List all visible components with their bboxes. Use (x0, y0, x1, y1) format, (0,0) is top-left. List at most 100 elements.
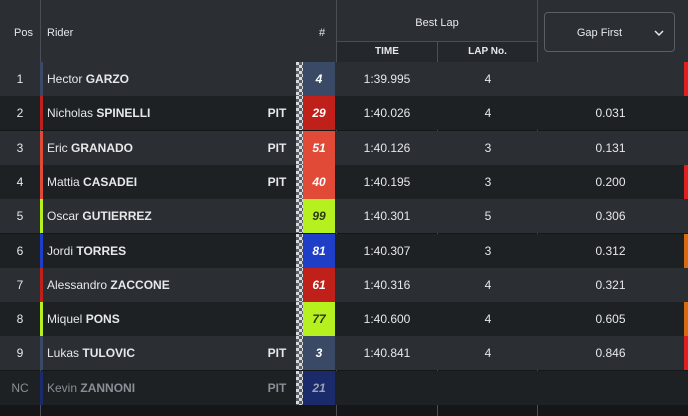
rider-number-badge: 21 (303, 370, 335, 405)
pit-indicator (262, 268, 292, 302)
checkered-flag-icon (296, 96, 303, 131)
rider-first-name: Lukas (47, 346, 80, 361)
checkered-flag-icon (296, 233, 303, 268)
rider-first-name: Nicholas (47, 106, 94, 121)
rider-name: Hector GARZO (47, 62, 267, 96)
table-row[interactable]: 5 Oscar GUTIERREZ 99 1:40.301 5 0.306 (0, 199, 688, 234)
rider-last-name: CASADEI (83, 174, 138, 189)
rider-number-badge: 51 (303, 130, 335, 165)
rider-number-badge: 61 (303, 267, 335, 302)
gap-to-first: 0.846 (595, 346, 626, 361)
position: NC (11, 380, 29, 395)
rider-last-name: TULOVIC (82, 346, 136, 361)
rider-last-name: TORRES (76, 243, 127, 258)
checkered-flag-icon (296, 199, 303, 234)
position: 1 (16, 72, 24, 86)
rider-number-badge: 99 (303, 199, 335, 234)
rider-number-badge: 29 (303, 96, 335, 131)
table-row[interactable]: NC Kevin ZANNONI PIT 21 (0, 370, 688, 405)
rider-first-name: Alessandro (47, 277, 108, 292)
team-color-bar (40, 233, 43, 268)
status-edge-marker (684, 336, 688, 371)
position: 3 (16, 140, 24, 155)
position: 2 (16, 106, 24, 121)
position: 4 (16, 174, 24, 189)
team-color-bar (40, 164, 43, 199)
rider-name: Alessandro ZACCONE (47, 268, 267, 302)
checkered-flag-icon (296, 336, 303, 371)
gap-to-first: 0.321 (595, 277, 626, 292)
best-lap-number: 3 (484, 174, 492, 189)
rider-first-name: Hector (47, 72, 83, 86)
header-lap-no: LAP No. (438, 42, 537, 62)
table-row[interactable]: 6 Jordi TORRES 81 1:40.307 3 0.312 (0, 233, 688, 268)
team-color-bar (40, 267, 43, 302)
pit-indicator (262, 62, 292, 96)
position: 7 (16, 277, 24, 292)
table-row[interactable]: 2 Nicholas SPINELLI PIT 29 1:40.026 4 0.031 (0, 96, 688, 131)
rider-first-name: Mattia (47, 174, 80, 189)
position: 6 (16, 243, 24, 258)
rider-name: Oscar GUTIERREZ (47, 199, 267, 233)
table-row[interactable]: 9 Lukas TULOVIC PIT 3 1:40.841 4 0.846 (0, 336, 688, 371)
table-row[interactable]: 1 Hector GARZO 4 1:39.995 4 (0, 62, 688, 96)
checkered-flag-icon (296, 370, 303, 405)
rider-last-name: ZACCONE (110, 277, 170, 292)
position: 9 (16, 346, 24, 361)
rider-name: Eric GRANADO (47, 131, 267, 165)
rider-name: Miquel PONS (47, 302, 267, 336)
table-row[interactable]: 3 Eric GRANADO PIT 51 1:40.126 3 0.131 (0, 130, 688, 165)
best-lap-number: 4 (484, 312, 492, 327)
best-lap-number: 4 (484, 72, 492, 86)
best-lap-time: 1:40.600 (363, 312, 411, 327)
best-lap-number: 4 (484, 346, 492, 361)
best-lap-time: 1:40.316 (363, 277, 411, 292)
rider-last-name: PONS (85, 312, 120, 327)
header-pos: Pos (14, 27, 33, 39)
rider-first-name: Miquel (47, 312, 83, 327)
gap-select-dropdown[interactable]: Gap First (544, 12, 675, 52)
best-lap-time (337, 371, 437, 405)
position: 5 (16, 209, 24, 224)
pit-indicator: PIT (267, 140, 287, 155)
team-color-bar (40, 336, 43, 371)
best-lap-number: 4 (484, 106, 492, 121)
divider (337, 41, 537, 42)
header-rider: Rider (47, 27, 74, 39)
table-row[interactable]: 4 Mattia CASADEI PIT 40 1:40.195 3 0.200 (0, 164, 688, 199)
team-color-bar (40, 370, 43, 405)
best-lap-time: 1:39.995 (363, 72, 411, 86)
best-lap-time: 1:40.307 (363, 243, 411, 258)
checkered-flag-icon (296, 302, 303, 337)
rider-name: Nicholas SPINELLI (47, 96, 267, 130)
gap-to-first: 0.200 (595, 174, 626, 189)
pit-indicator: PIT (267, 174, 287, 189)
table-row[interactable]: 8 Miquel PONS 77 1:40.600 4 0.605 (0, 302, 688, 337)
best-lap-number: 3 (484, 140, 492, 155)
pit-indicator: PIT (267, 346, 287, 361)
rider-last-name: GRANADO (71, 140, 134, 155)
status-edge-marker (684, 164, 688, 199)
team-color-bar (40, 130, 43, 165)
rider-last-name: SPINELLI (96, 106, 151, 121)
gap-to-first: 0.131 (595, 140, 626, 155)
team-color-bar (40, 199, 43, 234)
status-edge-marker (684, 302, 688, 337)
gap-to-first (538, 62, 683, 96)
pit-indicator (262, 234, 292, 268)
pit-indicator: PIT (267, 380, 287, 395)
rider-first-name: Jordi (47, 243, 74, 258)
best-lap-number: 5 (484, 209, 492, 224)
rider-first-name: Oscar (47, 209, 80, 224)
gap-to-first: 0.031 (595, 106, 626, 121)
team-color-bar (40, 96, 43, 131)
rider-first-name: Kevin (47, 380, 78, 395)
pit-indicator (262, 199, 292, 233)
rider-first-name: Eric (47, 140, 68, 155)
gap-to-first: 0.605 (595, 312, 626, 327)
table-row[interactable]: 7 Alessandro ZACCONE 61 1:40.316 4 0.321 (0, 267, 688, 302)
gap-to-first: 0.306 (595, 209, 626, 224)
gap-select-label: Gap First (576, 27, 623, 39)
rider-last-name: GUTIERREZ (82, 209, 152, 224)
checkered-flag-icon (296, 130, 303, 165)
